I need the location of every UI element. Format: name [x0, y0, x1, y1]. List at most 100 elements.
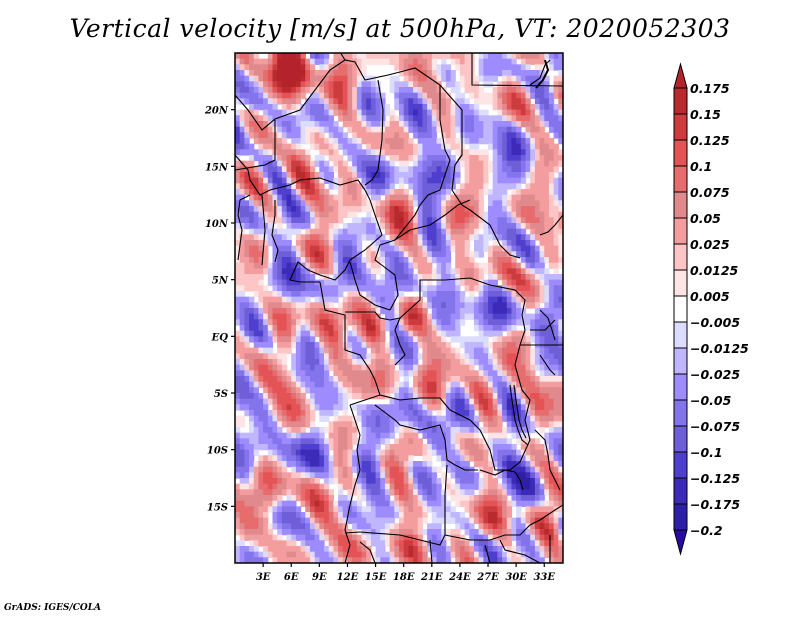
field-cell [258, 330, 264, 337]
field-cell [417, 200, 424, 207]
field-cell [375, 415, 381, 422]
field-cell [403, 376, 409, 383]
field-cell [286, 262, 292, 269]
field-cell [436, 376, 442, 383]
field-cell [239, 138, 245, 145]
field-cell [375, 438, 381, 445]
field-cell [506, 75, 513, 82]
field-cell [291, 296, 297, 303]
field-cell [403, 274, 409, 281]
field-cell [492, 291, 498, 298]
field-cell [534, 75, 541, 82]
field-cell [324, 92, 330, 99]
field-cell [338, 217, 344, 224]
field-cell [314, 466, 320, 473]
field-cell [333, 257, 339, 264]
field-cell [235, 432, 241, 439]
field-cell [314, 483, 320, 490]
field-cell [450, 160, 456, 167]
field-cell [305, 432, 311, 439]
field-cell [389, 342, 395, 349]
field-cell [324, 126, 330, 133]
field-cell [413, 155, 419, 162]
field-cell [436, 432, 442, 439]
field-cell [548, 138, 555, 145]
field-cell [464, 138, 470, 145]
field-cell [506, 217, 513, 224]
field-cell [291, 58, 297, 65]
field-cell [324, 228, 330, 235]
field-cell [403, 149, 409, 156]
field-cell [413, 279, 419, 286]
field-cell [352, 160, 358, 167]
field-cell [314, 121, 320, 128]
field-cell [469, 432, 475, 439]
field-cell [342, 58, 349, 65]
field-cell [239, 109, 245, 116]
field-cell [478, 410, 484, 417]
field-cell [352, 92, 358, 99]
field-cell [445, 143, 452, 150]
field-cell [352, 285, 358, 292]
field-cell [286, 308, 292, 315]
field-cell [366, 104, 372, 111]
field-cell [413, 308, 419, 315]
field-cell [520, 149, 527, 156]
field-cell [492, 296, 498, 303]
field-cell [375, 285, 381, 292]
field-cell [478, 393, 484, 400]
field-cell [483, 177, 489, 184]
field-cell [455, 223, 461, 230]
field-cell [422, 336, 428, 343]
field-cell [445, 370, 452, 377]
field-cell [244, 432, 250, 439]
field-cell [525, 70, 531, 77]
field-cell [338, 177, 344, 184]
field-cell [370, 308, 377, 315]
field-cell [506, 211, 513, 218]
field-cell [333, 194, 339, 201]
field-cell [295, 58, 302, 65]
field-cell [544, 472, 550, 479]
field-cell [525, 234, 531, 241]
field-cell [455, 472, 461, 479]
field-cell [281, 381, 288, 388]
field-cell [347, 308, 353, 315]
field-cell [520, 53, 527, 60]
field-cell [558, 183, 563, 190]
field-cell [338, 302, 344, 309]
field-cell [286, 183, 292, 190]
field-cell [272, 251, 278, 258]
field-cell [544, 404, 550, 411]
field-cell [422, 449, 428, 456]
field-cell [324, 240, 330, 247]
field-cell [277, 166, 283, 173]
field-cell [399, 387, 405, 394]
field-cell [295, 285, 302, 292]
field-cell [403, 234, 409, 241]
field-cell [361, 449, 367, 456]
field-cell [530, 217, 536, 224]
field-cell [431, 172, 438, 179]
field-cell [384, 421, 391, 428]
field-cell [450, 87, 456, 94]
field-cell [295, 415, 302, 422]
field-cell [492, 177, 498, 184]
field-cell [347, 274, 353, 281]
field-cell [253, 206, 260, 213]
field-cell [427, 126, 433, 133]
field-cell [445, 359, 452, 366]
field-cell [431, 478, 438, 485]
field-cell [427, 279, 433, 286]
field-cell [249, 376, 255, 383]
field-cell [544, 228, 550, 235]
field-cell [525, 279, 531, 286]
field-cell [356, 285, 363, 292]
field-cell [469, 398, 475, 405]
field-cell [300, 353, 306, 360]
field-cell [356, 189, 363, 196]
field-cell [389, 172, 395, 179]
field-cell [324, 285, 330, 292]
field-cell [258, 336, 264, 343]
field-cell [445, 177, 452, 184]
